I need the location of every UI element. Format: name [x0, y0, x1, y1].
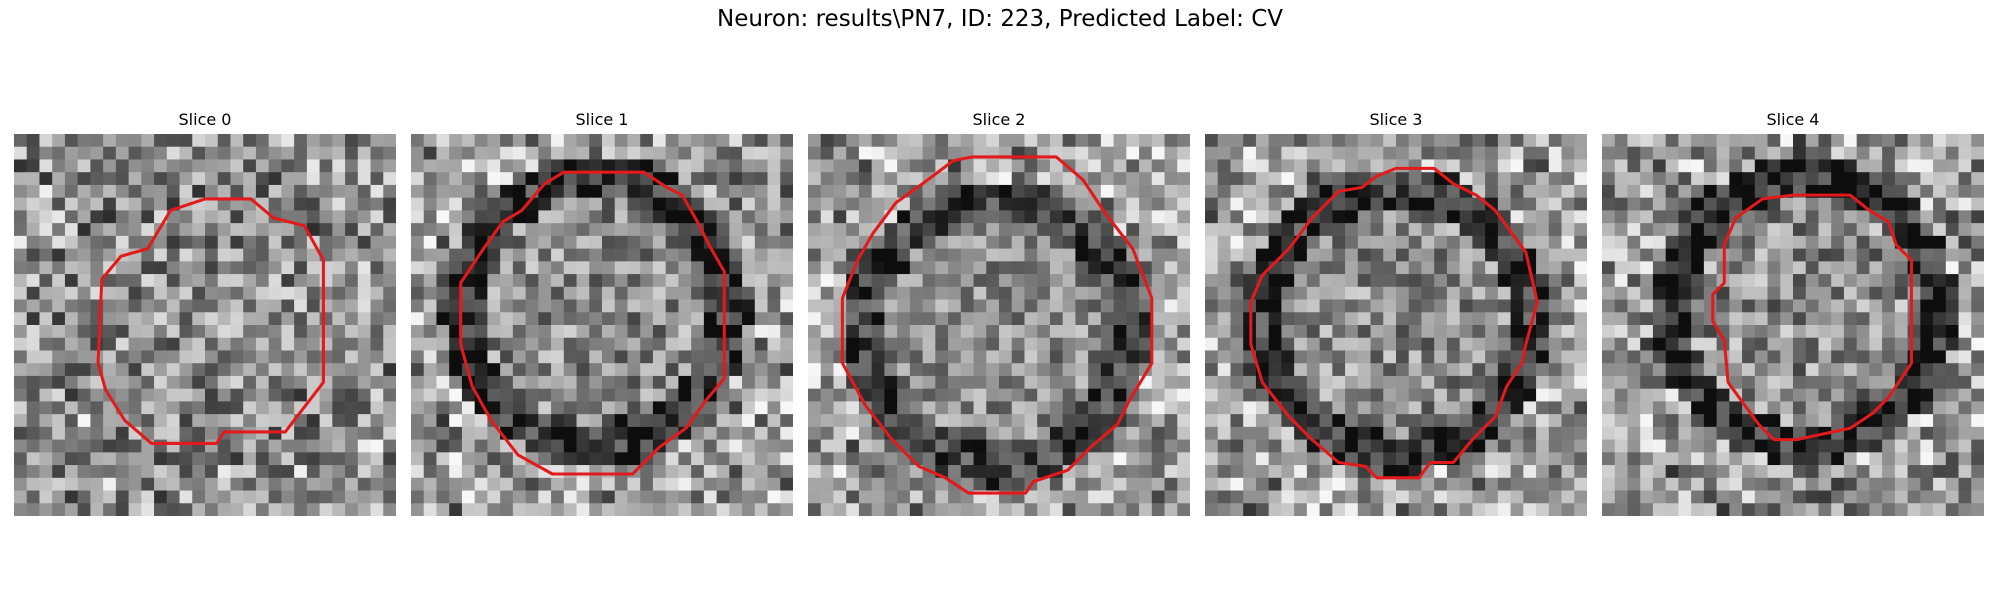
panel-title: Slice 2 [972, 110, 1026, 129]
pixel-grid [1602, 134, 1984, 516]
panel-title: Slice 1 [575, 110, 629, 129]
segmentation-outline [1249, 166, 1539, 480]
pixel-grid [14, 134, 396, 516]
slice-image [411, 134, 793, 516]
segmentation-outline [96, 197, 325, 445]
figure-title: Neuron: results\PN7, ID: 223, Predicted … [717, 6, 1283, 32]
segmentation-outline [840, 155, 1154, 495]
slice-image [1205, 134, 1587, 516]
slice-image [14, 134, 396, 516]
pixel-grid [411, 134, 793, 516]
panel-title: Slice 3 [1369, 110, 1423, 129]
panel-title: Slice 4 [1766, 110, 1820, 129]
slice-image [808, 134, 1190, 516]
slice-image [1602, 134, 1984, 516]
segmentation-outline [459, 170, 726, 476]
panel-title: Slice 0 [178, 110, 232, 129]
segmentation-outline [1711, 193, 1913, 442]
pixel-grid [808, 134, 1190, 516]
